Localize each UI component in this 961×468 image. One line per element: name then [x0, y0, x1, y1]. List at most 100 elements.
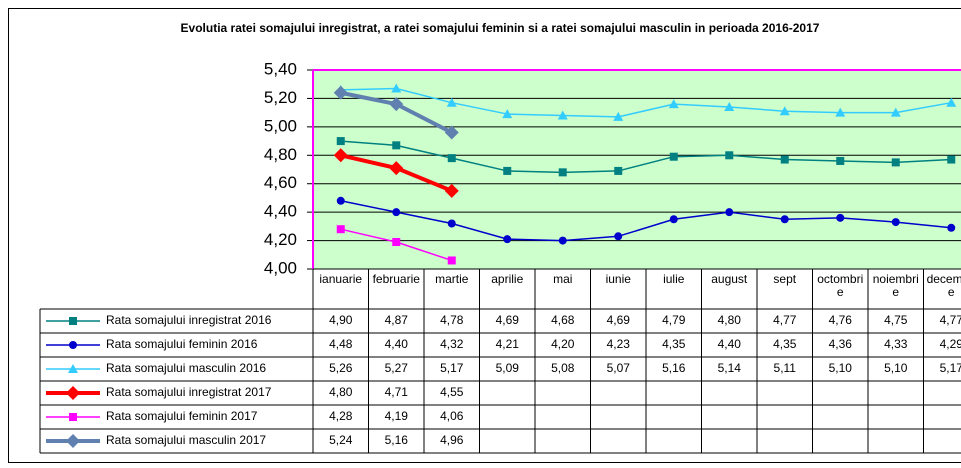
legend-label: Rata somajului masculin 2016: [106, 361, 266, 375]
table-value: 4,19: [385, 409, 409, 423]
x-tick-label: decembrie: [926, 273, 961, 299]
marker: [613, 111, 624, 121]
table-value: 4,29: [940, 337, 961, 351]
marker: [779, 106, 790, 116]
category-cell: iulie: [663, 273, 685, 286]
table-value: 5,11: [774, 361, 797, 375]
series-line: [340, 140, 952, 174]
marker: [69, 317, 77, 325]
table-value: 4,35: [662, 337, 686, 351]
table-value: 4,32: [440, 337, 464, 351]
marker: [447, 256, 456, 265]
table-value: 5,10: [829, 361, 853, 375]
x-tick-label: octombrie: [817, 273, 864, 299]
category-cell: sept: [773, 273, 797, 286]
table-value: 4,21: [496, 337, 520, 351]
marker: [333, 148, 348, 163]
marker: [724, 101, 735, 111]
marker: [836, 156, 845, 165]
category-cell: ianuarie: [319, 273, 363, 286]
marker: [558, 168, 567, 177]
marker: [780, 215, 789, 224]
category-cell: august: [711, 273, 748, 286]
marker: [389, 97, 404, 112]
x-tick-label: aprilie: [491, 273, 524, 286]
marker: [336, 225, 345, 234]
marker: [891, 158, 900, 167]
table-value: 5,10: [884, 361, 908, 375]
marker: [668, 99, 679, 109]
category-cell: decembrie: [926, 273, 961, 299]
table-value: 4,36: [829, 337, 853, 351]
table-value: 5,24: [329, 433, 353, 447]
marker: [503, 235, 512, 244]
table-value: 4,77: [940, 313, 961, 327]
marker: [725, 208, 734, 217]
x-tick-label: noiembrie: [872, 273, 919, 299]
table-value: 5,26: [329, 361, 353, 375]
table-value: 4,33: [884, 337, 908, 351]
table-value: 4,80: [718, 313, 742, 327]
category-cell: iunie: [606, 273, 631, 286]
table-value: 4,69: [607, 313, 631, 327]
marker: [669, 152, 678, 161]
x-tick-label: iulie: [663, 273, 685, 286]
marker: [392, 237, 401, 246]
marker: [66, 386, 80, 400]
table-value: 5,09: [496, 361, 520, 375]
marker: [947, 223, 956, 232]
table-value: 4,90: [329, 313, 353, 327]
marker: [68, 364, 78, 373]
legend-label: Rata somajului feminin 2017: [106, 409, 258, 423]
x-tick-label: ianuarie: [319, 273, 363, 286]
marker: [444, 183, 459, 198]
x-tick-label: sept: [773, 273, 797, 286]
title-box: Evolutia ratei somajului inregistrat, a …: [181, 21, 820, 35]
marker: [558, 236, 567, 245]
marker: [391, 83, 402, 93]
table-value: 4,96: [440, 433, 464, 447]
marker: [835, 107, 846, 117]
table-value: 5,14: [718, 361, 742, 375]
marker: [447, 154, 456, 163]
x-tick-label: martie: [435, 273, 469, 286]
table-value: 4,55: [440, 385, 464, 399]
table-value: 4,69: [496, 313, 520, 327]
marker: [836, 213, 845, 222]
marker: [392, 208, 401, 217]
x-tick-label: august: [711, 273, 748, 286]
y-tick-label: 4,40: [264, 202, 297, 221]
category-cell: noiembrie: [872, 273, 919, 299]
marker: [725, 151, 734, 160]
category-cell: aprilie: [491, 273, 524, 286]
table-value: 5,16: [662, 361, 686, 375]
table-value: 4,79: [662, 313, 686, 327]
table-value: 4,35: [773, 337, 797, 351]
table-value: 4,75: [884, 313, 908, 327]
table-value: 4,76: [829, 313, 853, 327]
table-value: 5,08: [551, 361, 575, 375]
legend-label: Rata somajului inregistrat 2017: [106, 385, 272, 399]
marker: [333, 85, 348, 100]
table-value: 4,77: [773, 313, 797, 327]
table-value: 5,16: [385, 433, 409, 447]
y-tick-label: 4,60: [264, 173, 297, 192]
category-cell: octombrie: [817, 273, 864, 299]
y-tick-label: 5,00: [264, 116, 297, 135]
marker: [947, 155, 956, 164]
marker: [614, 232, 623, 241]
marker: [503, 166, 512, 175]
x-tick-label: februarie: [372, 273, 420, 286]
table-value: 5,27: [385, 361, 409, 375]
legend-label: Rata somajului inregistrat 2016: [106, 313, 272, 327]
marker: [614, 166, 623, 175]
series-line: [340, 200, 952, 242]
marker: [780, 155, 789, 164]
table-value: 4,40: [385, 337, 409, 351]
category-cell: mai: [553, 273, 572, 286]
table-value: 4,80: [329, 385, 353, 399]
y-tick-label: 4,80: [264, 145, 297, 164]
y-tick-label: 4,20: [264, 230, 297, 249]
marker: [447, 219, 456, 228]
